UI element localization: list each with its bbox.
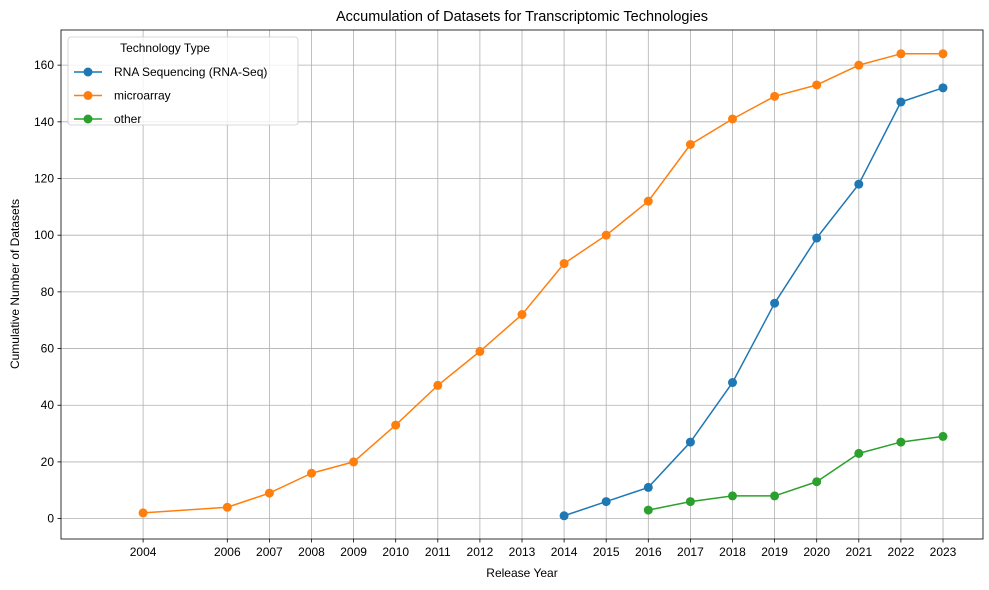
- data-point: [770, 298, 780, 308]
- data-point: [812, 477, 822, 487]
- y-tick-label: 20: [41, 455, 55, 469]
- series-line: [563, 87, 944, 517]
- y-tick-label: 60: [41, 342, 55, 356]
- data-point: [391, 420, 401, 430]
- grid: [61, 30, 983, 539]
- x-tick-label: 2021: [845, 545, 872, 559]
- y-tick-label: 120: [34, 172, 54, 186]
- series-0: [559, 83, 948, 521]
- data-point: [728, 114, 738, 124]
- data-point: [938, 49, 948, 59]
- legend-marker: [83, 67, 93, 77]
- legend-label: other: [114, 112, 141, 126]
- x-tick-label: 2018: [719, 545, 746, 559]
- data-point: [349, 457, 359, 467]
- x-tick-label: 2014: [551, 545, 578, 559]
- x-axis-label: Release Year: [486, 566, 557, 580]
- data-point: [854, 60, 864, 70]
- x-tick-label: 2016: [635, 545, 662, 559]
- data-point: [938, 83, 948, 93]
- x-tick-label: 2009: [340, 545, 367, 559]
- legend-item: RNA Sequencing (RNA-Seq): [74, 65, 267, 79]
- x-axis: 2004 2006 2007 2008 2009 2010 2011 2012 2013 2014…: [130, 539, 957, 559]
- series-1: [138, 49, 948, 518]
- x-tick-label: 2020: [803, 545, 830, 559]
- x-tick-label: 2011: [425, 545, 451, 559]
- x-tick-label: 2010: [382, 545, 409, 559]
- y-tick-label: 80: [41, 285, 55, 299]
- x-tick-label: 2012: [467, 545, 494, 559]
- y-tick-label: 0: [47, 512, 54, 526]
- data-point: [685, 139, 695, 149]
- y-axis: 0 20 40 60 80 100 120 140 160: [34, 58, 61, 526]
- x-tick-label: 2004: [130, 545, 157, 559]
- x-tick-label: 2019: [761, 545, 788, 559]
- y-tick-label: 100: [34, 228, 54, 242]
- legend: Technology Type RNA Sequencing (RNA-Seq) m…: [67, 36, 299, 126]
- data-point: [812, 80, 822, 90]
- series-line: [648, 435, 944, 511]
- legend-marker: [83, 91, 93, 100]
- legend-frame: [67, 36, 299, 126]
- x-tick-label: 2023: [930, 545, 957, 559]
- y-axis-label: Cumulative Number of Datasets: [8, 199, 22, 369]
- data-point: [222, 502, 232, 512]
- data-point: [938, 431, 948, 441]
- x-tick-label: 2006: [214, 545, 241, 559]
- data-point: [854, 448, 864, 458]
- x-tick-label: 2008: [298, 545, 325, 559]
- data-point: [138, 508, 148, 518]
- chart-title: Accumulation of Datasets for Transcripto…: [336, 9, 708, 25]
- data-point: [264, 488, 274, 498]
- data-point: [643, 505, 653, 515]
- data-point: [643, 196, 653, 206]
- data-point: [433, 380, 443, 390]
- x-tick-label: 2017: [677, 545, 704, 559]
- data-point: [601, 497, 611, 507]
- y-tick-label: 140: [34, 115, 54, 129]
- data-point: [896, 49, 906, 59]
- legend-item: other: [74, 112, 141, 126]
- data-point: [812, 233, 822, 243]
- x-tick-label: 2007: [256, 545, 283, 559]
- data-point: [854, 179, 864, 189]
- data-point: [559, 259, 569, 269]
- legend-title: Technology Type: [120, 41, 210, 55]
- x-tick-label: 2022: [888, 545, 915, 559]
- data-point: [601, 230, 611, 240]
- data-point: [559, 511, 569, 521]
- y-tick-label: 40: [41, 398, 55, 412]
- legend-label: RNA Sequencing (RNA-Seq): [114, 65, 267, 79]
- legend-label: microarray: [114, 89, 171, 103]
- series-layer: [138, 49, 948, 521]
- data-point: [475, 346, 485, 356]
- data-point: [517, 310, 527, 320]
- data-point: [643, 482, 653, 492]
- data-point: [306, 468, 316, 478]
- data-point: [685, 497, 695, 507]
- data-point: [896, 97, 906, 107]
- x-tick-label: 2013: [509, 545, 536, 559]
- legend-marker: [83, 114, 93, 124]
- data-point: [728, 378, 738, 388]
- data-point: [896, 437, 906, 447]
- x-tick-label: 2015: [593, 545, 620, 559]
- y-tick-label: 160: [34, 58, 54, 72]
- legend-item: microarray: [74, 89, 171, 103]
- series-2: [643, 431, 948, 515]
- data-point: [770, 91, 780, 101]
- data-point: [770, 491, 780, 501]
- data-point: [728, 491, 738, 501]
- data-point: [685, 437, 695, 447]
